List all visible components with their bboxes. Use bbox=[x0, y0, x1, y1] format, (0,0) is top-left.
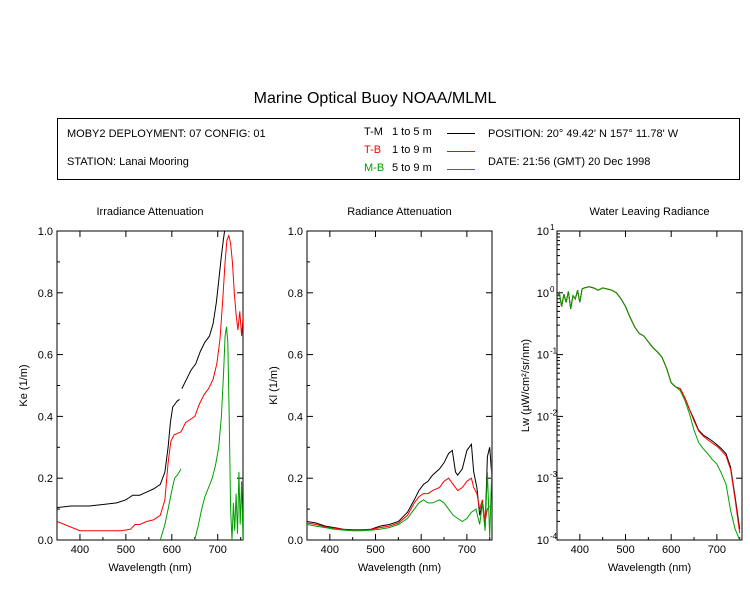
legend-tb-range: 1 to 9 m bbox=[392, 144, 432, 156]
chart1-ytick-label: 0.2 bbox=[38, 473, 53, 485]
chart2-ytick-label: 1.0 bbox=[288, 226, 303, 238]
chart2-xtick-label: 400 bbox=[321, 544, 339, 556]
station-label: STATION: Lanai Mooring bbox=[67, 156, 189, 168]
chart2-ytick-label: 0.2 bbox=[288, 473, 303, 485]
legend-mb-range: 5 to 9 m bbox=[392, 162, 432, 174]
position-label: POSITION: 20° 49.42' N 157° 11.78' W bbox=[488, 128, 679, 140]
chart2-series-t-b-line bbox=[307, 477, 491, 531]
date-label: DATE: 21:56 (GMT) 20 Dec 1998 bbox=[488, 156, 651, 168]
chart2-xtick-label: 500 bbox=[366, 544, 384, 556]
chart3-ytick-exponent: -1 bbox=[550, 347, 558, 356]
chart2-ytick-label: 0.8 bbox=[288, 288, 303, 300]
page-title: Marine Optical Buoy NOAA/MLML bbox=[253, 90, 497, 107]
chart3-ytick-exponent: 1 bbox=[550, 223, 555, 232]
chart3-ytick-label: 10 bbox=[537, 288, 549, 300]
chart3-xtick-label: 500 bbox=[616, 544, 634, 556]
chart3-title: Water Leaving Radiance bbox=[589, 206, 709, 218]
chart3-ytick-exponent: -4 bbox=[550, 532, 558, 541]
chart1-xtick-label: 600 bbox=[163, 544, 181, 556]
chart2-ytick-label: 0.6 bbox=[288, 350, 303, 362]
chart2-ytick-label: 0.4 bbox=[288, 411, 303, 423]
chart3-ytick-label: 10 bbox=[537, 411, 549, 423]
chart3-series-m-b-line bbox=[557, 286, 741, 540]
chart3-ytick-exponent: 0 bbox=[550, 285, 555, 294]
chart3-frame bbox=[556, 230, 743, 541]
legend-mb-code: M-B bbox=[364, 162, 385, 174]
chart1-frame bbox=[56, 230, 244, 541]
chart1-series-m-b-line bbox=[159, 468, 182, 540]
chart3-series-t-m-line bbox=[557, 286, 741, 530]
chart3-ytick-label: 10 bbox=[537, 535, 549, 547]
chart2-title: Radiance Attenuation bbox=[347, 206, 452, 218]
deployment-info-box: MOBY2 DEPLOYMENT: 07 CONFIG: 01 STATION:… bbox=[57, 118, 740, 180]
chart1-series-t-m-line bbox=[181, 231, 226, 389]
chart1-series-t-m-line bbox=[57, 398, 180, 509]
chart2-series-m-b-line bbox=[307, 462, 492, 537]
chart1-ytick-label: 0.0 bbox=[38, 535, 53, 547]
chart3-xtick-label: 400 bbox=[571, 544, 589, 556]
legend-tb-code: T-B bbox=[364, 144, 382, 156]
legend-tm-code: T-M bbox=[364, 126, 383, 138]
chart3-xtick-label: 600 bbox=[662, 544, 680, 556]
chart1-ylabel: Ke (1/m) bbox=[18, 364, 30, 406]
chart1-xtick-label: 400 bbox=[71, 544, 89, 556]
chart2-series-t-m-line bbox=[307, 442, 492, 531]
chart1-ytick-label: 1.0 bbox=[38, 226, 53, 238]
legend-mb-line bbox=[447, 169, 475, 170]
legend-tm-line bbox=[447, 133, 475, 134]
chart1-series-m-b-line bbox=[194, 326, 243, 540]
chart2-frame bbox=[306, 230, 493, 541]
chart3-ytick-label: 10 bbox=[537, 226, 549, 238]
deployment-label: MOBY2 DEPLOYMENT: 07 CONFIG: 01 bbox=[67, 128, 266, 140]
chart1-ytick-label: 0.4 bbox=[38, 411, 53, 423]
chart3-ytick-exponent: -3 bbox=[550, 470, 558, 479]
chart3-series-t-b-line bbox=[557, 286, 741, 534]
chart1-title: Irradiance Attenuation bbox=[96, 206, 203, 218]
legend-tm-range: 1 to 5 m bbox=[392, 126, 432, 138]
chart2-xtick-label: 600 bbox=[412, 544, 430, 556]
legend-tb-line bbox=[447, 151, 475, 152]
chart1-ytick-label: 0.6 bbox=[38, 350, 53, 362]
chart2-ytick-label: 0.0 bbox=[288, 535, 303, 547]
chart1-xtick-label: 700 bbox=[209, 544, 227, 556]
chart2-xtick-label: 700 bbox=[458, 544, 476, 556]
chart1-xtick-label: 500 bbox=[117, 544, 135, 556]
chart3-ylabel: Lw (µW/cm²/sr/nm) bbox=[520, 339, 532, 432]
chart3-ytick-label: 10 bbox=[537, 350, 549, 362]
chart3-xlabel: Wavelength (nm) bbox=[608, 562, 691, 574]
chart1-xlabel: Wavelength (nm) bbox=[108, 562, 191, 574]
chart3-xtick-label: 700 bbox=[708, 544, 726, 556]
chart1-series-t-b-line bbox=[57, 233, 243, 532]
chart2-xlabel: Wavelength (nm) bbox=[358, 562, 441, 574]
chart3-ytick-label: 10 bbox=[537, 473, 549, 485]
chart1-ytick-label: 0.8 bbox=[38, 288, 53, 300]
chart3-ytick-exponent: -2 bbox=[550, 408, 558, 417]
chart2-ylabel: Kl (1/m) bbox=[268, 366, 280, 405]
